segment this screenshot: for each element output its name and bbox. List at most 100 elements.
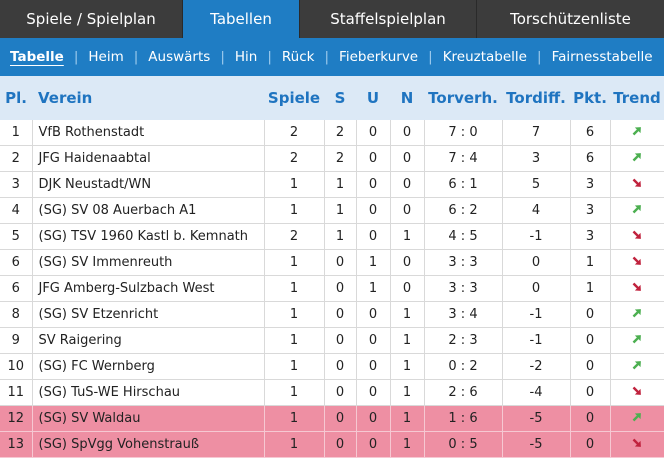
team-name[interactable]: JFG Haidenaabtal	[32, 145, 265, 172]
losses: 0	[390, 249, 425, 276]
goal-diff: 7	[502, 120, 571, 146]
team-name[interactable]: (SG) SV Waldau	[32, 405, 265, 432]
tab-staffelspielplan[interactable]: Staffelspielplan	[300, 0, 477, 38]
col-pkt: Pkt.	[570, 76, 610, 120]
draws: 0	[356, 223, 391, 250]
subnav-heim[interactable]: Heim	[88, 49, 124, 65]
losses: 0	[390, 120, 425, 146]
subnav-rueck[interactable]: Rück	[281, 49, 315, 65]
separator: |	[73, 49, 79, 65]
tab-spiele[interactable]: Spiele / Spielplan	[0, 0, 183, 38]
trend	[610, 275, 664, 302]
team-name[interactable]: (SG) SV 08 Auerbach A1	[32, 197, 265, 224]
sub-navigation: Tabelle | Heim | Auswärts | Hin | Rück | Fieb…	[0, 38, 664, 76]
draws: 0	[356, 353, 391, 380]
wins: 0	[324, 431, 357, 458]
subnav-kreuztabelle[interactable]: Kreuztabelle	[442, 49, 527, 65]
col-verein: Verein	[32, 76, 264, 120]
trend	[610, 120, 664, 146]
tab-tabellen[interactable]: Tabellen	[183, 0, 300, 38]
wins: 2	[324, 120, 357, 146]
points: 6	[570, 120, 611, 146]
team-name[interactable]: JFG Amberg-Sulzbach West	[32, 275, 265, 302]
rank: 6	[0, 249, 33, 276]
table-body: 1 VfB Rothenstadt 2 2 0 0 7 : 0 7 6 2 JFG Haidenaa…	[0, 120, 664, 458]
trend-down-icon	[632, 438, 642, 447]
team-name[interactable]: (SG) SV Immenreuth	[32, 249, 265, 276]
team-name[interactable]: SV Raigering	[32, 327, 265, 354]
goal-ratio: 1 : 6	[424, 405, 503, 432]
goal-diff: 0	[502, 249, 571, 276]
col-tordiff: Tordiff.	[502, 76, 570, 120]
team-name[interactable]: (SG) TuS-WE Hirschau	[32, 379, 265, 406]
rank: 6	[0, 275, 33, 302]
rank: 12	[0, 405, 33, 432]
goal-diff: -4	[502, 379, 571, 406]
tab-torschuetzen[interactable]: Torschützenliste	[510, 10, 631, 28]
col-torverh: Torverh.	[424, 76, 502, 120]
trend-up-icon	[632, 334, 642, 343]
goal-ratio: 3 : 4	[424, 301, 503, 328]
separator: |	[324, 49, 330, 65]
league-table: Pl. Verein Spiele S U N Torverh. Tordiff…	[0, 76, 664, 458]
draws: 0	[356, 379, 391, 406]
games: 1	[264, 171, 325, 198]
goal-diff: 3	[502, 145, 571, 172]
team-name[interactable]: (SG) SV Etzenricht	[32, 301, 265, 328]
goal-ratio: 7 : 4	[424, 145, 503, 172]
trend-up-icon	[632, 152, 642, 161]
trend	[610, 379, 664, 406]
team-name[interactable]: (SG) TSV 1960 Kastl b. Kemnath	[32, 223, 265, 250]
subnav-auswaerts[interactable]: Auswärts	[148, 49, 211, 65]
team-name[interactable]: (SG) FC Wernberg	[32, 353, 265, 380]
wins: 0	[324, 275, 357, 302]
table-row[interactable]: 10 (SG) FC Wernberg 1 0 0 1 0 : 2 -2 0	[0, 353, 664, 380]
subnav-fairnesstabelle[interactable]: Fairnesstabelle	[551, 49, 653, 65]
table-row[interactable]: 13 (SG) SpVgg Vohenstrauß 1 0 0 1 0 : 5 -5 0	[0, 431, 664, 458]
col-u: U	[356, 76, 390, 120]
team-name[interactable]: DJK Neustadt/WN	[32, 171, 265, 198]
points: 3	[570, 223, 611, 250]
table-row[interactable]: 5 (SG) TSV 1960 Kastl b. Kemnath 2 1 0 1 4 : 5…	[0, 223, 664, 250]
games: 1	[264, 327, 325, 354]
team-name[interactable]: (SG) SpVgg Vohenstrauß	[32, 431, 265, 458]
losses: 1	[390, 353, 425, 380]
trend	[610, 353, 664, 380]
goal-diff: -1	[502, 223, 571, 250]
wins: 0	[324, 405, 357, 432]
points: 0	[570, 431, 611, 458]
losses: 0	[390, 275, 425, 302]
team-name[interactable]: VfB Rothenstadt	[32, 120, 265, 146]
draws: 0	[356, 171, 391, 198]
goal-diff: -1	[502, 327, 571, 354]
trend	[610, 405, 664, 432]
games: 1	[264, 405, 325, 432]
points: 0	[570, 327, 611, 354]
losses: 1	[390, 431, 425, 458]
col-n: N	[390, 76, 424, 120]
subnav-tabelle[interactable]: Tabelle	[10, 49, 64, 65]
rank: 8	[0, 301, 33, 328]
table-row[interactable]: 8 (SG) SV Etzenricht 1 0 0 1 3 : 4 -1 0	[0, 301, 664, 328]
table-row[interactable]: 11 (SG) TuS-WE Hirschau 1 0 0 1 2 : 6 -4 0	[0, 379, 664, 406]
main-tabs: Spiele / Spielplan Tabellen Staffelspiel…	[0, 0, 664, 38]
subnav-fieberkurve[interactable]: Fieberkurve	[339, 49, 419, 65]
goal-ratio: 0 : 5	[424, 431, 503, 458]
goal-ratio: 6 : 2	[424, 197, 503, 224]
losses: 1	[390, 327, 425, 354]
draws: 0	[356, 431, 391, 458]
trend-down-icon	[632, 256, 642, 265]
table-row[interactable]: 12 (SG) SV Waldau 1 0 0 1 1 : 6 -5 0	[0, 405, 664, 432]
points: 0	[570, 301, 611, 328]
table-row[interactable]: 9 SV Raigering 1 0 0 1 2 : 3 -1 0	[0, 327, 664, 354]
games: 1	[264, 249, 325, 276]
subnav-hin[interactable]: Hin	[234, 49, 258, 65]
wins: 1	[324, 223, 357, 250]
goal-diff: -1	[502, 301, 571, 328]
